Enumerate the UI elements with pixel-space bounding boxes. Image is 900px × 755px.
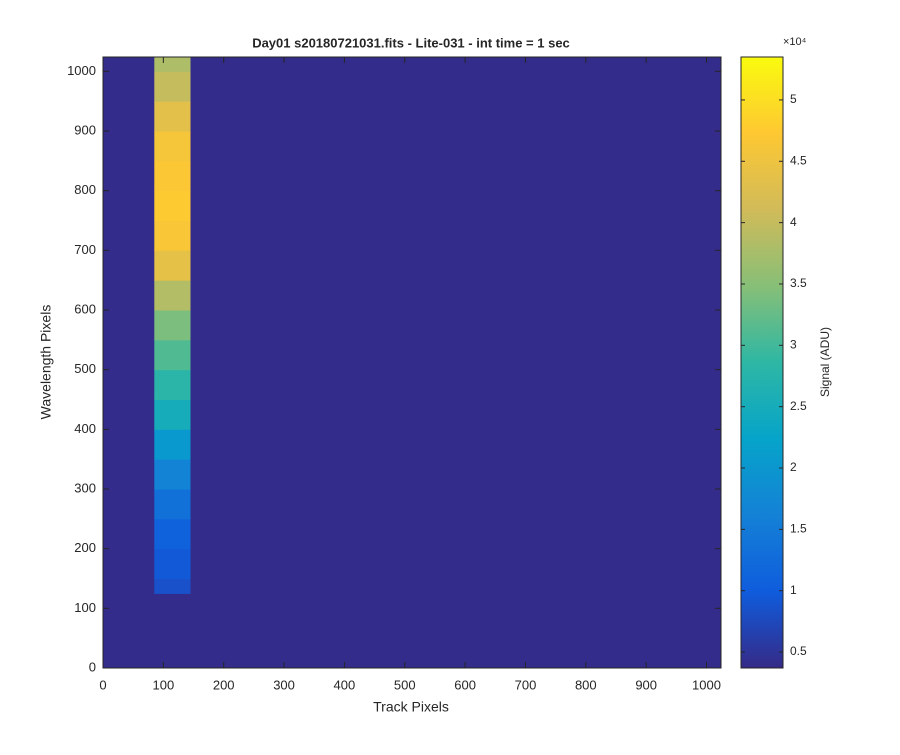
heatmap-cell xyxy=(154,71,191,102)
y-tick-label: 400 xyxy=(74,421,96,436)
y-axis-label: Wavelength Pixels xyxy=(38,305,54,420)
colorbar-tick-label: 2.5 xyxy=(790,399,807,413)
y-tick-label: 600 xyxy=(74,301,96,316)
colorbar-tick-label: 3 xyxy=(790,337,797,351)
heatmap-cell xyxy=(154,130,191,162)
plot-frame xyxy=(102,56,722,669)
x-tick-label: 500 xyxy=(394,677,416,692)
colorbar-tick-label: 4 xyxy=(790,215,797,229)
heatmap-cell xyxy=(154,160,191,192)
colorbar-tick-label: 4.5 xyxy=(790,153,807,167)
x-tick-label: 700 xyxy=(515,677,537,692)
heatmap-cell xyxy=(154,339,191,371)
heatmap-cell xyxy=(154,250,191,281)
colorbar xyxy=(740,56,784,669)
heatmap-cell xyxy=(154,280,191,311)
heatmap-cell xyxy=(154,220,191,251)
heatmap-cell xyxy=(154,399,191,430)
y-tick-label: 700 xyxy=(74,242,96,257)
colorbar-tick-label: 5 xyxy=(790,92,797,106)
x-tick-label: 0 xyxy=(99,677,106,692)
colorbar-tick-label: 3.5 xyxy=(790,276,807,290)
x-tick-label: 800 xyxy=(575,677,597,692)
x-tick-label: 100 xyxy=(153,677,175,692)
colorbar-tick-label: 0.5 xyxy=(790,644,807,658)
heatmap-cell xyxy=(154,488,191,520)
y-tick-label: 500 xyxy=(74,361,96,376)
y-tick-label: 900 xyxy=(74,122,96,137)
heatmap-cell xyxy=(154,548,191,579)
heatmap-background xyxy=(103,57,721,668)
y-tick-label: 1000 xyxy=(67,63,96,78)
heatmap-cell xyxy=(154,309,191,341)
x-tick-label: 600 xyxy=(454,677,476,692)
heatmap-cell xyxy=(154,101,191,132)
x-tick-label: 1000 xyxy=(692,677,721,692)
x-tick-label: 200 xyxy=(213,677,235,692)
x-tick-label: 300 xyxy=(273,677,295,692)
heatmap-cell xyxy=(154,578,191,594)
x-tick-label: 400 xyxy=(334,677,356,692)
colorbar-tick-label: 1 xyxy=(790,583,797,597)
heatmap-cell xyxy=(154,369,191,400)
x-tick-label: 900 xyxy=(635,677,657,692)
heatmap-cell xyxy=(154,57,191,72)
y-tick-label: 300 xyxy=(74,480,96,495)
heatmap-cell xyxy=(154,429,191,460)
chart-title: Day01 s20180721031.fits - Lite-031 - int… xyxy=(252,35,570,50)
colorbar-tick-label: 2 xyxy=(790,460,797,474)
colorbar-exponent: ×10⁴ xyxy=(783,36,807,48)
colorbar-label: Signal (ADU) xyxy=(818,327,832,397)
y-tick-label: 200 xyxy=(74,540,96,555)
x-axis-label: Track Pixels xyxy=(373,699,449,715)
heatmap-cell xyxy=(154,190,191,221)
heatmap-cell xyxy=(154,518,191,550)
y-tick-label: 800 xyxy=(74,182,96,197)
y-tick-label: 0 xyxy=(89,659,96,674)
y-tick-label: 100 xyxy=(74,600,96,615)
heatmap-cell xyxy=(154,459,191,490)
colorbar-tick-label: 1.5 xyxy=(790,522,807,536)
